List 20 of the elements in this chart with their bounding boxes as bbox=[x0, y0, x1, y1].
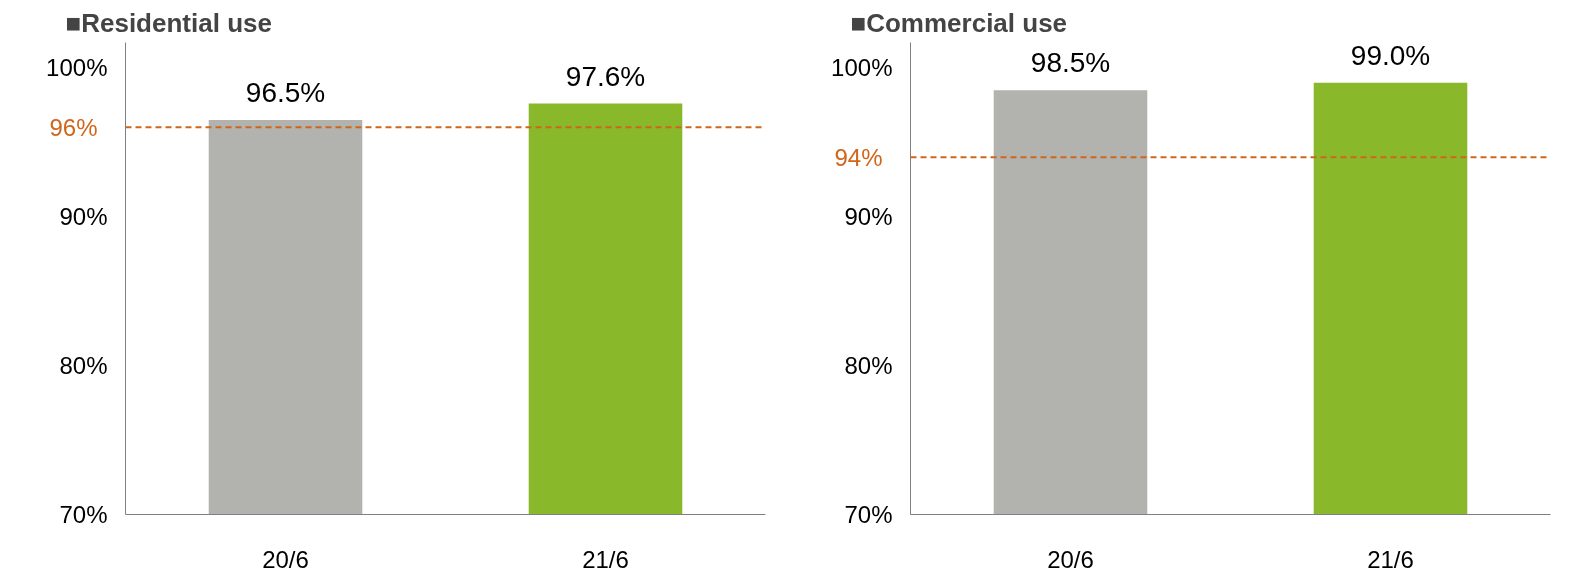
y-tick-label: 70% bbox=[59, 501, 108, 528]
y-tick-label: 80% bbox=[844, 352, 893, 380]
data-label: 97.6% bbox=[565, 60, 646, 92]
chart-title: ■Commercial use bbox=[850, 7, 1068, 38]
data-label: 99.0% bbox=[1350, 39, 1431, 71]
y-tick-label: 100% bbox=[831, 54, 893, 82]
x-tick-label: 20/6 bbox=[262, 545, 309, 573]
y-tick-label: 80% bbox=[59, 352, 108, 380]
x-tick-label: 21/6 bbox=[1367, 545, 1414, 573]
y-tick-label: 90% bbox=[844, 203, 893, 231]
y-tick-label: 70% bbox=[844, 501, 893, 528]
x-tick-label: 21/6 bbox=[582, 545, 629, 573]
data-label: 98.5% bbox=[1030, 47, 1111, 79]
ref-line-label: 94% bbox=[834, 143, 883, 171]
ref-line-label: 96% bbox=[49, 113, 98, 141]
chart-title: ■Residential use bbox=[65, 7, 272, 38]
x-tick-label: 20/6 bbox=[1047, 545, 1094, 573]
y-tick-label: 90% bbox=[59, 203, 108, 231]
y-tick-label: 100% bbox=[46, 54, 108, 82]
data-label: 96.5% bbox=[245, 76, 326, 108]
